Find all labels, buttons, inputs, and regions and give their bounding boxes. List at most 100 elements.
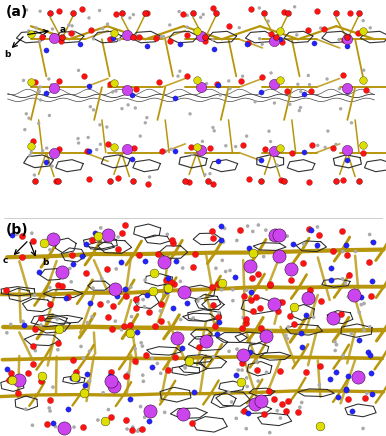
Point (185, 300, 191, 307)
Point (340, 72, 346, 78)
Point (46, 112, 52, 119)
Point (253, 293, 259, 300)
Point (111, 144, 117, 151)
Point (278, 177, 284, 184)
Point (291, 3, 298, 10)
Point (250, 228, 256, 235)
Point (152, 322, 158, 329)
Point (360, 28, 366, 35)
Point (155, 251, 161, 258)
Point (147, 408, 153, 415)
Point (184, 31, 190, 38)
Point (332, 338, 338, 345)
Point (234, 371, 240, 378)
Point (179, 10, 186, 17)
Point (308, 88, 315, 95)
Point (360, 425, 366, 432)
Point (261, 411, 267, 418)
Point (210, 36, 216, 43)
Point (81, 73, 87, 80)
Point (83, 270, 89, 277)
Point (301, 241, 307, 248)
Point (338, 105, 344, 112)
Point (87, 300, 93, 307)
Point (77, 41, 83, 48)
Point (105, 20, 111, 27)
Point (97, 141, 103, 148)
Point (129, 313, 135, 320)
Point (275, 255, 281, 262)
Point (47, 300, 54, 307)
Point (97, 300, 103, 307)
Point (215, 157, 222, 164)
Point (28, 78, 34, 85)
Point (113, 88, 119, 95)
Point (196, 295, 203, 302)
Point (203, 338, 209, 345)
Point (199, 138, 205, 145)
Point (348, 330, 354, 337)
Point (203, 339, 210, 346)
Point (325, 128, 331, 135)
Point (317, 422, 323, 429)
Point (244, 40, 250, 47)
Point (144, 291, 150, 298)
Point (227, 267, 233, 274)
Point (210, 302, 216, 309)
Point (50, 384, 56, 391)
Point (254, 367, 261, 374)
Point (316, 382, 322, 388)
Point (158, 318, 164, 325)
Point (167, 21, 173, 28)
Point (240, 314, 246, 321)
Point (361, 300, 367, 307)
Point (130, 11, 137, 18)
Point (317, 363, 323, 370)
Point (115, 245, 121, 252)
Point (55, 346, 61, 353)
Point (8, 375, 14, 382)
Point (29, 230, 35, 237)
Text: (b): (b) (6, 224, 29, 238)
Point (56, 145, 63, 152)
Point (363, 87, 369, 94)
Point (79, 6, 85, 13)
Point (333, 368, 339, 375)
Point (226, 23, 232, 30)
Point (314, 241, 320, 248)
Point (347, 10, 353, 17)
Point (339, 176, 345, 183)
Point (215, 314, 221, 321)
Point (248, 296, 254, 303)
Point (31, 292, 37, 299)
Point (39, 373, 45, 380)
Point (222, 225, 228, 232)
Point (330, 314, 336, 321)
Point (81, 389, 87, 396)
Point (185, 357, 191, 364)
Point (145, 181, 151, 187)
Point (306, 287, 313, 294)
Point (257, 305, 263, 312)
Point (305, 26, 312, 33)
Point (244, 133, 250, 140)
Point (151, 269, 157, 276)
Point (210, 5, 216, 12)
Point (79, 6, 85, 13)
Point (305, 72, 312, 79)
Point (9, 232, 15, 238)
Point (235, 367, 241, 374)
Point (209, 284, 215, 291)
Point (32, 79, 38, 86)
Point (271, 80, 277, 87)
Point (186, 179, 193, 186)
Point (274, 407, 280, 414)
Point (37, 96, 44, 103)
Point (90, 285, 96, 292)
Point (86, 147, 92, 154)
Point (122, 221, 128, 228)
Point (24, 7, 30, 14)
Point (210, 181, 216, 187)
Point (356, 177, 362, 184)
Point (164, 287, 170, 294)
